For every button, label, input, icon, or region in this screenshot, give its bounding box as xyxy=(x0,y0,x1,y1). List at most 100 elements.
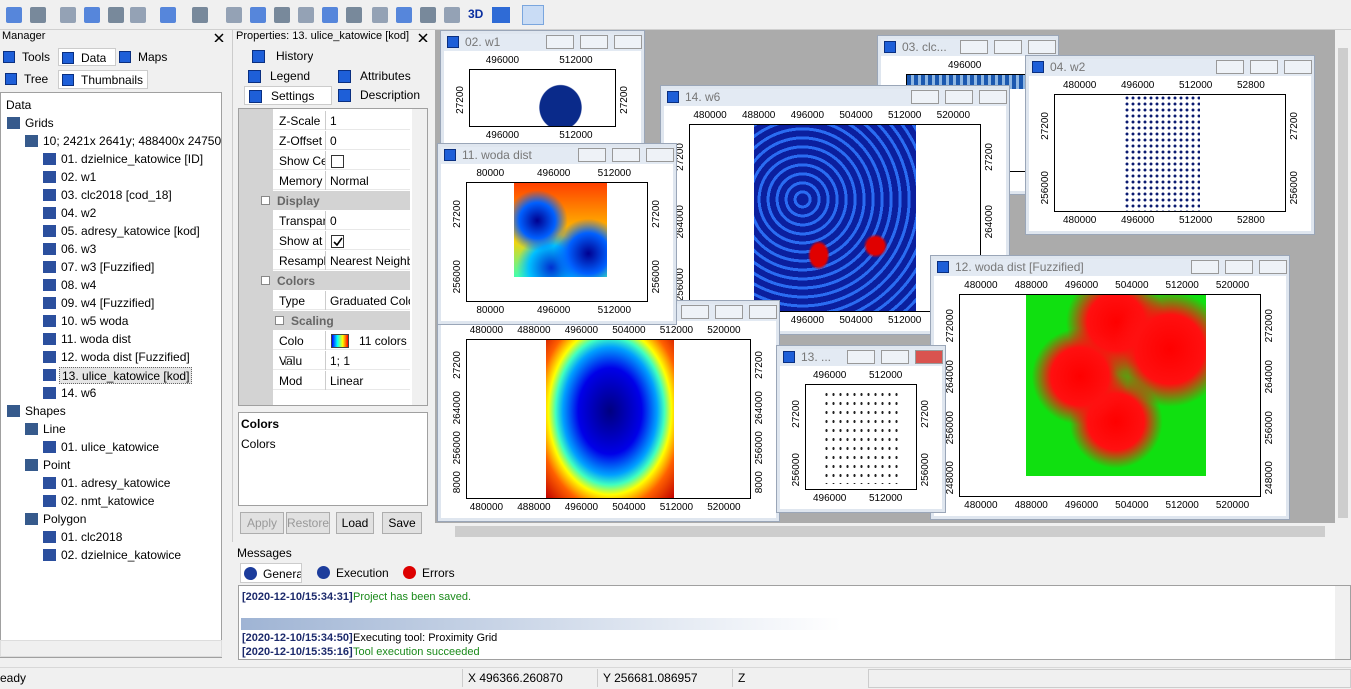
tree-item[interactable]: Point xyxy=(43,458,71,472)
expander[interactable] xyxy=(261,276,270,285)
expander[interactable] xyxy=(261,196,270,205)
map-window[interactable]: 13. ... 496000 496000 512000 512000 27200 2720… xyxy=(776,345,946,513)
window-button[interactable] xyxy=(646,148,674,162)
tree-item[interactable]: 10. w5 woda xyxy=(61,314,129,328)
toolbar-button[interactable] xyxy=(274,7,290,23)
property-value[interactable]: 1 xyxy=(330,114,337,128)
tree-item[interactable]: 09. w4 [Fuzzified] xyxy=(61,296,155,310)
window-button[interactable] xyxy=(1028,40,1056,54)
tree-item[interactable]: 02. nmt_katowice xyxy=(61,494,155,508)
tree-item[interactable]: 05. adresy_katowice [kod] xyxy=(61,224,200,238)
toolbar-button[interactable] xyxy=(420,7,436,23)
toolbar-button[interactable] xyxy=(396,7,412,23)
toolbar-button[interactable]: 3D xyxy=(468,7,484,21)
property-value[interactable]: 0 xyxy=(330,134,337,148)
toolbar-button[interactable] xyxy=(492,7,510,23)
tab[interactable]: General xyxy=(240,563,302,583)
toolbar-button[interactable] xyxy=(298,7,314,23)
window-button[interactable] xyxy=(1259,260,1287,274)
map-window[interactable]: 11. woda dist 80000 80000 496000 496000 51200… xyxy=(437,143,677,325)
property-value[interactable]: 1; 1 xyxy=(330,354,351,368)
toolbar-button[interactable] xyxy=(522,5,544,25)
tree-item[interactable]: Grids xyxy=(25,116,54,130)
expander[interactable] xyxy=(275,316,284,325)
checkbox[interactable] xyxy=(331,235,344,248)
toolbar-button[interactable] xyxy=(346,7,362,23)
toolbar-button[interactable] xyxy=(108,7,124,23)
window-button[interactable] xyxy=(994,40,1022,54)
toolbar-button[interactable] xyxy=(226,7,242,23)
window-button[interactable] xyxy=(681,305,709,319)
tab[interactable]: Maps xyxy=(116,48,176,66)
map-window[interactable]: 12. woda dist [Fuzzified] 480000 480000 488… xyxy=(930,255,1290,520)
tree-item[interactable]: 13. ulice_katowice [kod] xyxy=(59,367,193,384)
subtab[interactable]: Tree xyxy=(2,70,54,89)
tab[interactable]: History xyxy=(248,47,358,66)
tree-item[interactable]: Line xyxy=(43,422,66,436)
tree-item[interactable]: 10; 2421x 2641y; 488400x 247500y xyxy=(43,134,222,148)
property-value[interactable]: 0 xyxy=(330,214,337,228)
tree-item[interactable]: 01. dzielnice_katowice [ID] xyxy=(61,152,204,166)
window-button[interactable] xyxy=(749,305,777,319)
tree-item[interactable]: 07. w3 [Fuzzified] xyxy=(61,260,155,274)
tree-item[interactable]: Polygon xyxy=(43,512,87,526)
tree-item[interactable]: 02. dzielnice_katowice xyxy=(61,548,182,562)
tree-item[interactable]: 14. w6 xyxy=(61,386,97,400)
window-button[interactable] xyxy=(1250,60,1278,74)
tree-item[interactable]: 01. ulice_katowice xyxy=(61,440,160,454)
tree-item[interactable]: 11. woda dist xyxy=(61,332,131,346)
toolbar-button[interactable] xyxy=(130,7,146,23)
window-button[interactable] xyxy=(945,90,973,104)
toolbar-button[interactable] xyxy=(444,7,460,23)
window-button[interactable] xyxy=(715,305,743,319)
window-button[interactable] xyxy=(1284,60,1312,74)
toolbar-button[interactable] xyxy=(322,7,338,23)
window-button[interactable] xyxy=(1191,260,1219,274)
property-value[interactable]: Graduated Colo xyxy=(330,294,410,308)
toolbar-button[interactable] xyxy=(6,7,22,23)
close-button[interactable] xyxy=(418,32,428,42)
toolbar-button[interactable] xyxy=(372,7,388,23)
toolbar-button[interactable] xyxy=(250,7,266,23)
toolbar-button[interactable] xyxy=(192,7,208,23)
window-button[interactable] xyxy=(546,35,574,49)
property-value[interactable]: Nearest Neighb xyxy=(330,254,410,268)
checkbox[interactable] xyxy=(331,155,344,168)
property-value[interactable]: 11 colors xyxy=(359,334,407,348)
window-button[interactable] xyxy=(614,35,642,49)
tree-item[interactable]: 06. w3 xyxy=(61,242,97,256)
map-window[interactable]: 480000 480000 488000 488000 496000 496000 5040… xyxy=(437,300,780,522)
toolbar-button[interactable] xyxy=(60,7,76,23)
tree-item[interactable]: 08. w4 xyxy=(61,278,97,292)
tree-item[interactable]: 03. clc2018 [cod_18] xyxy=(61,188,172,202)
tree-item[interactable]: Data xyxy=(6,98,32,112)
button[interactable]: Save xyxy=(382,512,422,534)
property-value[interactable]: Linear xyxy=(330,374,364,388)
map-window[interactable]: 04. w2 480000 480000 496000 496000 512000 5120… xyxy=(1025,55,1315,235)
window-button[interactable] xyxy=(911,90,939,104)
window-button[interactable] xyxy=(578,148,606,162)
toolbar-button[interactable] xyxy=(160,7,176,23)
window-button[interactable] xyxy=(979,90,1007,104)
tree-item[interactable]: 01. clc2018 xyxy=(61,530,123,544)
button[interactable]: Load xyxy=(336,512,374,534)
window-button[interactable] xyxy=(1216,60,1244,74)
window-button[interactable] xyxy=(612,148,640,162)
expander[interactable] xyxy=(285,356,294,365)
button[interactable]: Apply xyxy=(240,512,284,534)
window-button[interactable] xyxy=(1225,260,1253,274)
window-button[interactable] xyxy=(580,35,608,49)
tab[interactable]: Legend xyxy=(244,67,332,86)
tree-item[interactable]: 12. woda dist [Fuzzified] xyxy=(61,350,190,364)
subtab[interactable]: Thumbnails xyxy=(58,70,148,89)
tree-item[interactable]: Shapes xyxy=(25,404,66,418)
toolbar-button[interactable] xyxy=(30,7,46,23)
tree-item[interactable]: 02. w1 xyxy=(61,170,97,184)
tab[interactable]: Settings xyxy=(244,86,332,105)
toolbar-button[interactable] xyxy=(84,7,100,23)
property-value[interactable]: Normal xyxy=(330,174,369,188)
tab[interactable]: Data xyxy=(58,48,116,66)
map-window[interactable]: 14. w64800004800004880004880004960004960… xyxy=(660,85,1010,335)
tab[interactable]: Execution xyxy=(314,563,394,583)
map-window[interactable]: 02. w1 496000 496000 512000 512000 27200 27200 xyxy=(440,30,645,150)
